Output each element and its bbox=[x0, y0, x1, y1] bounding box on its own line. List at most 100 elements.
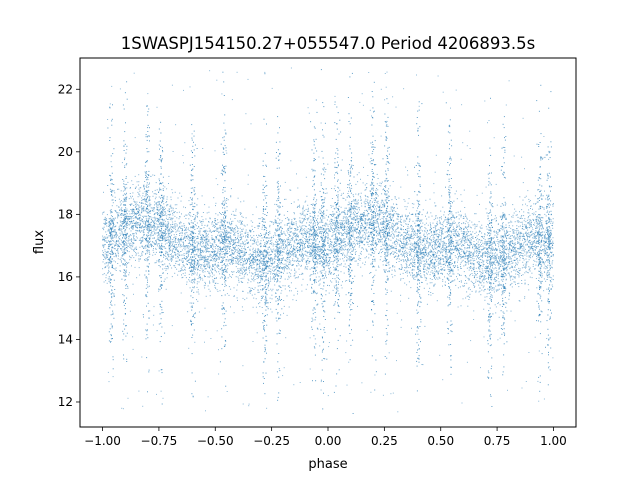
data-point bbox=[138, 267, 140, 269]
data-point bbox=[486, 261, 488, 263]
data-point bbox=[379, 212, 381, 214]
data-point bbox=[325, 260, 327, 262]
data-point bbox=[282, 267, 284, 269]
data-point bbox=[324, 244, 326, 246]
data-point bbox=[384, 213, 386, 215]
data-point bbox=[413, 246, 415, 248]
data-point bbox=[499, 283, 501, 285]
data-point bbox=[171, 253, 172, 255]
data-point bbox=[127, 181, 129, 183]
data-point bbox=[549, 241, 551, 243]
data-point bbox=[294, 218, 296, 220]
data-point bbox=[401, 214, 403, 216]
data-point bbox=[392, 266, 394, 268]
data-point bbox=[480, 266, 481, 268]
data-point bbox=[177, 242, 179, 244]
data-point bbox=[210, 231, 212, 233]
data-point bbox=[196, 248, 198, 250]
data-point bbox=[143, 186, 145, 188]
data-point bbox=[439, 223, 441, 224]
data-point bbox=[463, 216, 465, 218]
data-point bbox=[352, 225, 354, 227]
data-point bbox=[221, 277, 223, 279]
data-point bbox=[528, 232, 530, 234]
data-point bbox=[526, 263, 528, 265]
data-point bbox=[388, 244, 390, 246]
data-point bbox=[495, 255, 497, 257]
data-point bbox=[433, 275, 435, 277]
data-point bbox=[466, 267, 468, 269]
data-point bbox=[187, 246, 189, 248]
data-point bbox=[406, 256, 407, 257]
data-point bbox=[292, 248, 294, 250]
data-point bbox=[294, 230, 296, 232]
data-point bbox=[180, 227, 182, 229]
data-point bbox=[442, 241, 444, 243]
data-point bbox=[370, 263, 372, 265]
data-point bbox=[384, 235, 386, 237]
data-point bbox=[108, 230, 110, 232]
data-point bbox=[425, 247, 427, 249]
data-point bbox=[294, 235, 296, 237]
data-point bbox=[388, 230, 390, 232]
data-point bbox=[301, 212, 303, 214]
data-point bbox=[452, 226, 454, 228]
data-point bbox=[129, 256, 131, 258]
data-point bbox=[386, 211, 388, 213]
data-point bbox=[345, 220, 347, 222]
data-point bbox=[153, 248, 154, 250]
data-point bbox=[424, 227, 426, 229]
data-point bbox=[334, 249, 336, 251]
data-point bbox=[547, 248, 549, 250]
data-point bbox=[406, 234, 408, 236]
data-point bbox=[217, 256, 219, 258]
data-point bbox=[293, 217, 295, 219]
data-point bbox=[102, 212, 104, 213]
data-point bbox=[319, 263, 321, 265]
data-point bbox=[494, 218, 496, 220]
data-point bbox=[332, 219, 333, 221]
data-point bbox=[349, 246, 351, 248]
data-point bbox=[485, 241, 487, 243]
data-point bbox=[133, 236, 134, 238]
data-point bbox=[488, 229, 490, 231]
data-point bbox=[154, 193, 156, 195]
data-point bbox=[423, 251, 425, 253]
data-point bbox=[501, 294, 503, 296]
data-point bbox=[325, 261, 327, 263]
data-point bbox=[130, 230, 132, 232]
data-point bbox=[540, 265, 542, 267]
data-point bbox=[354, 229, 356, 231]
data-point bbox=[148, 183, 150, 185]
data-point bbox=[129, 193, 131, 194]
data-point bbox=[272, 277, 274, 279]
data-point bbox=[360, 214, 361, 216]
data-point bbox=[212, 243, 214, 245]
data-point bbox=[432, 248, 434, 250]
data-point bbox=[108, 269, 110, 271]
data-point bbox=[468, 255, 470, 257]
data-point bbox=[221, 220, 223, 222]
data-point bbox=[312, 233, 314, 235]
data-point bbox=[468, 260, 470, 262]
data-point bbox=[458, 244, 460, 246]
data-point bbox=[135, 213, 137, 215]
data-point bbox=[138, 193, 140, 195]
data-point bbox=[199, 256, 201, 258]
data-point bbox=[543, 249, 545, 251]
data-point bbox=[301, 253, 303, 255]
data-point bbox=[344, 207, 346, 209]
data-point bbox=[275, 241, 276, 243]
data-point bbox=[119, 224, 121, 226]
data-point bbox=[501, 261, 503, 263]
data-point bbox=[460, 266, 462, 267]
data-point bbox=[254, 261, 256, 263]
data-point bbox=[485, 268, 486, 270]
data-point bbox=[545, 268, 547, 270]
data-point bbox=[189, 280, 191, 282]
data-point bbox=[373, 198, 375, 200]
data-point bbox=[485, 243, 487, 245]
data-point bbox=[378, 216, 380, 218]
data-point bbox=[151, 245, 153, 247]
data-point bbox=[143, 215, 145, 217]
